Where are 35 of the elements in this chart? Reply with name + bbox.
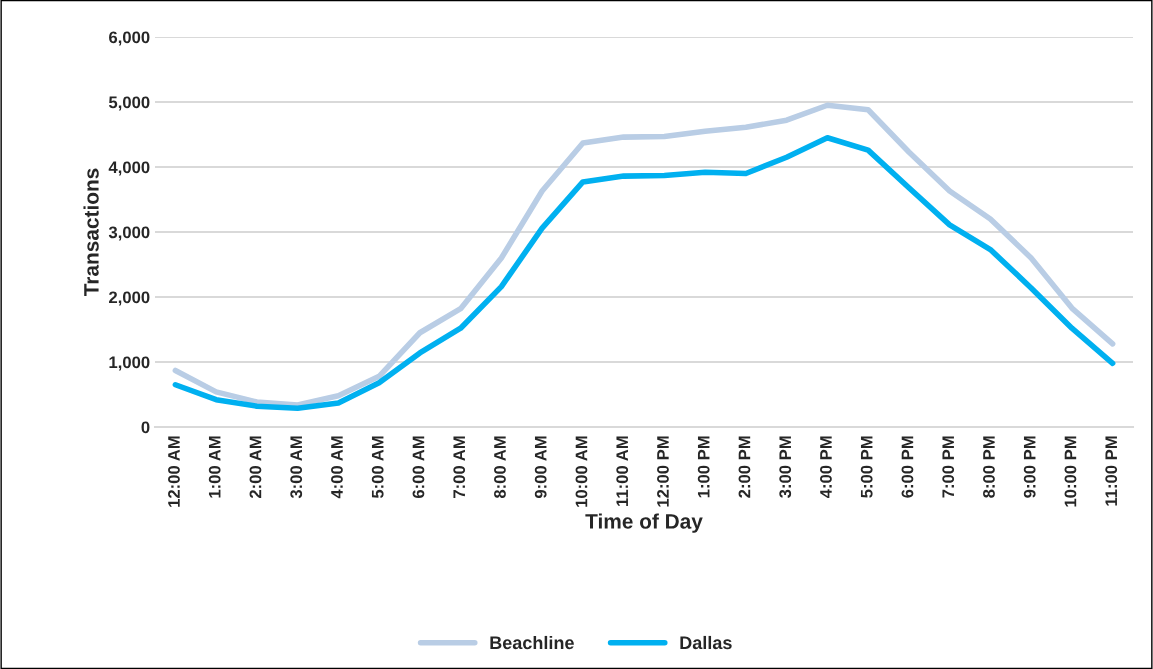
x-tick-label: 2:00 AM	[249, 436, 262, 499]
y-tick-label: 4,000	[108, 161, 150, 176]
y-tick-label: 2,000	[109, 291, 150, 306]
x-tick-label: 1:00 AM	[208, 436, 221, 498]
x-tick-label: 4:00 AM	[331, 436, 343, 499]
x-tick-label: 6:00 AM	[412, 436, 425, 498]
x-tick-label: 5:00 PM	[860, 436, 873, 498]
x-tick-label: 8:00 AM	[494, 436, 506, 499]
y-tick-label: 6,000	[109, 31, 150, 46]
y-tick-label: 0	[141, 421, 150, 434]
x-tick-label: 3:00 AM	[290, 436, 303, 499]
x-tick-label: 10:00 PM	[1064, 436, 1077, 507]
x-tick-label: 4:00 PM	[820, 436, 832, 499]
y-axis-title: Transactions	[83, 168, 99, 297]
x-tick-label: 9:00 PM	[1023, 436, 1036, 498]
x-tick-label: 7:00 PM	[942, 436, 955, 498]
x-axis-title: Time of Day	[585, 513, 703, 533]
x-tick-label: 12:00 AM	[168, 436, 180, 507]
legend-label: Beachline	[490, 635, 574, 650]
x-tick-label: 1:00 PM	[697, 436, 710, 498]
x-tick-label: 5:00 AM	[371, 436, 384, 499]
x-tick-label: 6:00 PM	[901, 436, 914, 498]
x-tick-label: 10:00 AM	[575, 436, 588, 507]
x-tick-label: 11:00 AM	[616, 436, 629, 506]
x-tick-label: 9:00 AM	[534, 436, 547, 499]
x-tick-label: 12:00 PM	[657, 436, 669, 507]
x-tick-label: 3:00 PM	[779, 436, 792, 498]
y-tick-label: 5,000	[108, 96, 150, 111]
x-tick-label: 7:00 AM	[453, 436, 466, 498]
legend-label: Dallas	[680, 635, 732, 650]
x-tick-label: 2:00 PM	[738, 436, 751, 498]
y-tick-label: 1,000	[109, 356, 150, 371]
x-tick-label: 8:00 PM	[983, 436, 995, 498]
x-tick-label: 11:00 PM	[1105, 436, 1118, 506]
y-tick-label: 3,000	[108, 226, 150, 241]
